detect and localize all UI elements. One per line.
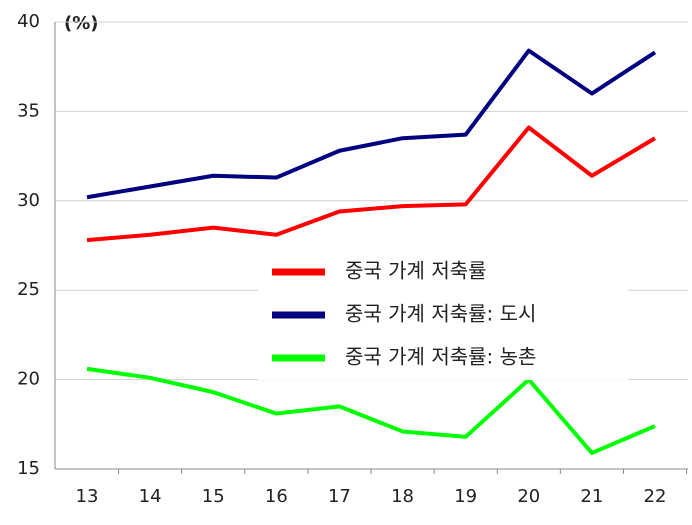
x-tick-label: 19 xyxy=(454,486,477,507)
x-tick-label: 13 xyxy=(76,486,99,507)
y-tick-label: 30 xyxy=(17,190,40,211)
y-tick-label: 35 xyxy=(17,100,40,121)
unit-label: (%) xyxy=(64,13,99,34)
x-tick-label: 16 xyxy=(265,486,288,507)
y-tick-label: 40 xyxy=(17,11,40,32)
x-tick-label: 22 xyxy=(644,486,667,507)
y-tick-label: 15 xyxy=(17,458,40,479)
x-tick-label: 20 xyxy=(517,486,540,507)
legend-label: 중국 가계 저축률 xyxy=(345,259,487,283)
x-tick-label: 17 xyxy=(328,486,351,507)
data-line xyxy=(86,366,656,455)
y-tick-label: 25 xyxy=(17,279,40,300)
x-tick-label: 15 xyxy=(202,486,225,507)
data-line xyxy=(86,125,657,243)
legend-label: 중국 가계 저축률: 농촌 xyxy=(345,345,536,369)
legend-label: 중국 가계 저축률: 도시 xyxy=(345,302,536,326)
y-tick-label: 20 xyxy=(17,369,40,390)
x-tick-label: 14 xyxy=(139,486,162,507)
data-line xyxy=(86,48,657,200)
x-tick-label: 18 xyxy=(391,486,414,507)
x-tick-label: 21 xyxy=(580,486,603,507)
